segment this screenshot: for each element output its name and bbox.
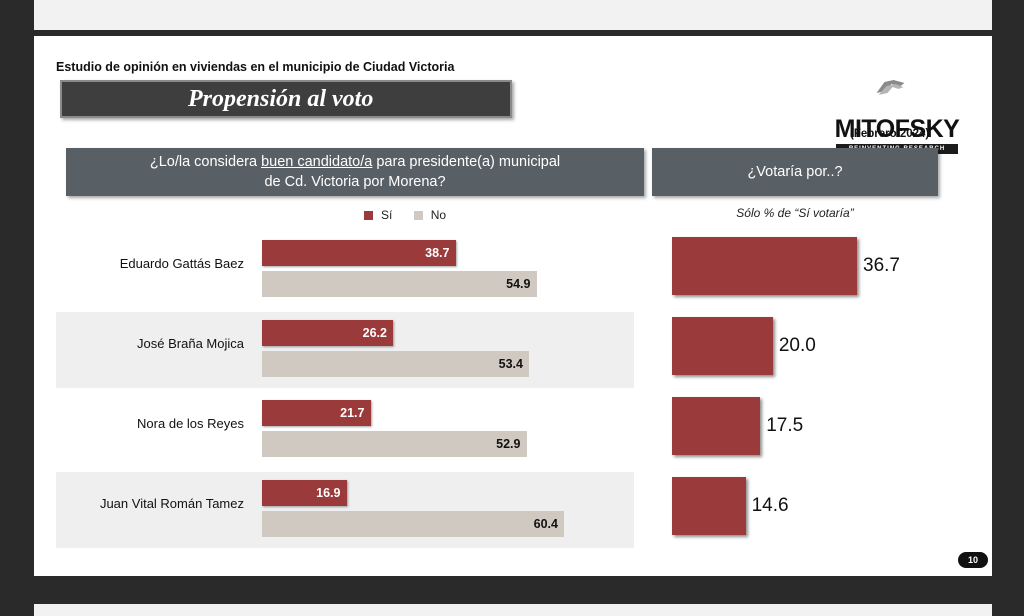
question-text-3: de Cd. Victoria por Morena? xyxy=(264,174,446,190)
candidate-name: José Braña Mojica xyxy=(137,336,244,351)
vote-value-label: 20.0 xyxy=(778,335,816,356)
legend-label-si: Sí xyxy=(381,208,393,222)
vote-value-label: 36.7 xyxy=(863,255,900,276)
vote-bar xyxy=(672,397,761,455)
question-text-2: para presidente(a) municipal xyxy=(372,154,561,170)
legend-item-no: No xyxy=(413,208,447,222)
legend: Sí No xyxy=(364,208,464,223)
logo-text: MITOFSKY xyxy=(834,115,960,143)
bar-value-label: 60.4 xyxy=(533,517,558,531)
bar-si: 16.9 xyxy=(262,480,347,506)
bar-value-label: 38.7 xyxy=(425,246,450,260)
legend-item-si: Sí xyxy=(364,208,392,222)
legend-swatch-si xyxy=(364,210,373,220)
legend-swatch-no xyxy=(413,210,423,220)
bar-value-label: 21.7 xyxy=(340,406,365,420)
bar-si: 38.7 xyxy=(262,240,456,266)
candidate-name: Nora de los Reyes xyxy=(137,416,244,431)
left-question-header: ¿Lo/la considera buen candidato/a para p… xyxy=(66,148,644,196)
bar-value-label: 26.2 xyxy=(362,326,387,340)
vote-value-label: 17.5 xyxy=(766,415,804,436)
bar-si: 26.2 xyxy=(262,320,393,346)
page-title: Propensión al voto xyxy=(60,80,512,118)
right-question-header: ¿Votaría por..? xyxy=(652,148,938,196)
vote-value-label: 14.6 xyxy=(751,495,789,516)
candidate-name: Eduardo Gattás Baez xyxy=(119,256,244,271)
page-number: 10 xyxy=(958,552,988,568)
vote-bar xyxy=(672,477,746,535)
bar-no: 53.4 xyxy=(262,351,529,377)
logo-mark-icon xyxy=(876,80,905,95)
right-chart-note: Sólo % de “Sí votaría” xyxy=(736,206,854,220)
candidate-name: Juan Vital Román Tamez xyxy=(99,496,244,511)
bar-no: 60.4 xyxy=(262,511,564,537)
study-title: Estudio de opinión en viviendas en el mu… xyxy=(56,60,455,74)
bar-si: 21.7 xyxy=(262,400,371,426)
report-date: (Febrero 2024) xyxy=(850,128,930,140)
vote-bar xyxy=(672,237,857,295)
bar-value-label: 53.4 xyxy=(498,357,523,371)
vote-bar xyxy=(672,317,773,375)
legend-label-no: No xyxy=(430,208,447,222)
question-underlined: buen candidato/a xyxy=(261,154,373,170)
question-text-1: ¿Lo/la considera xyxy=(149,154,262,170)
bar-no: 52.9 xyxy=(262,431,527,457)
bar-value-label: 54.9 xyxy=(506,277,531,291)
bar-value-label: 16.9 xyxy=(316,486,341,500)
bar-no: 54.9 xyxy=(262,271,537,297)
slide: Estudio de opinión en viviendas en el mu… xyxy=(34,36,992,576)
bottom-strip xyxy=(34,604,992,616)
bar-value-label: 52.9 xyxy=(496,437,521,451)
top-strip xyxy=(34,0,992,30)
